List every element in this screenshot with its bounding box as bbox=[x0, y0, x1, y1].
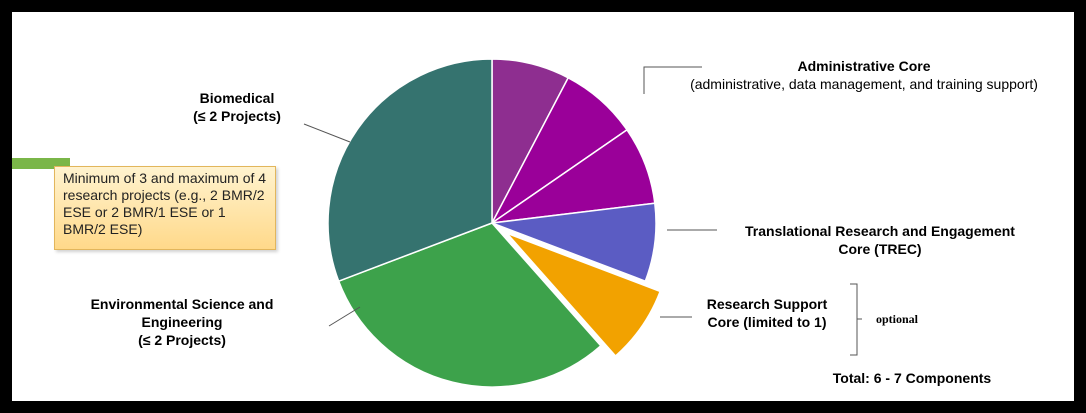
pie-chart: Administrative Core (administrative, dat… bbox=[12, 58, 1086, 388]
label-env-line3: (≤ 2 Projects) bbox=[138, 332, 226, 348]
pie-slice-trec bbox=[491, 202, 657, 283]
pie-slice-rsc bbox=[506, 232, 662, 358]
label-admin-subtitle: (administrative, data management, and tr… bbox=[690, 76, 1038, 92]
optional-bracket bbox=[850, 283, 862, 356]
leader-environmental bbox=[328, 306, 361, 327]
leader-biomedical bbox=[303, 123, 351, 143]
pie-slice-bmr bbox=[327, 58, 493, 283]
label-biomedical-line1: Biomedical bbox=[200, 90, 275, 106]
pie-slice-ese bbox=[337, 222, 602, 388]
accent-bar-left bbox=[12, 158, 70, 169]
label-trec-line1: Translational Research and Engagement bbox=[745, 223, 1015, 239]
leader-admin bbox=[643, 66, 702, 94]
pie-slices bbox=[327, 58, 662, 388]
accent-bar-right bbox=[1082, 158, 1086, 169]
label-admin-title: Administrative Core bbox=[797, 58, 930, 74]
label-rsc-line1: Research Support bbox=[707, 296, 828, 312]
label-rsc-line2: Core (limited to 1) bbox=[707, 314, 826, 330]
label-env-line2: Engineering bbox=[142, 314, 223, 330]
label-env-line1: Environmental Science and bbox=[91, 296, 274, 312]
note-box: Minimum of 3 and maximum of 4 research p… bbox=[54, 166, 276, 250]
label-biomedical-line2: (≤ 2 Projects) bbox=[193, 108, 281, 124]
leader-lines bbox=[303, 66, 717, 327]
label-total: Total: 6 - 7 Components bbox=[833, 370, 992, 386]
label-trec-line2: Core (TREC) bbox=[838, 241, 921, 257]
label-optional: optional bbox=[876, 312, 919, 326]
